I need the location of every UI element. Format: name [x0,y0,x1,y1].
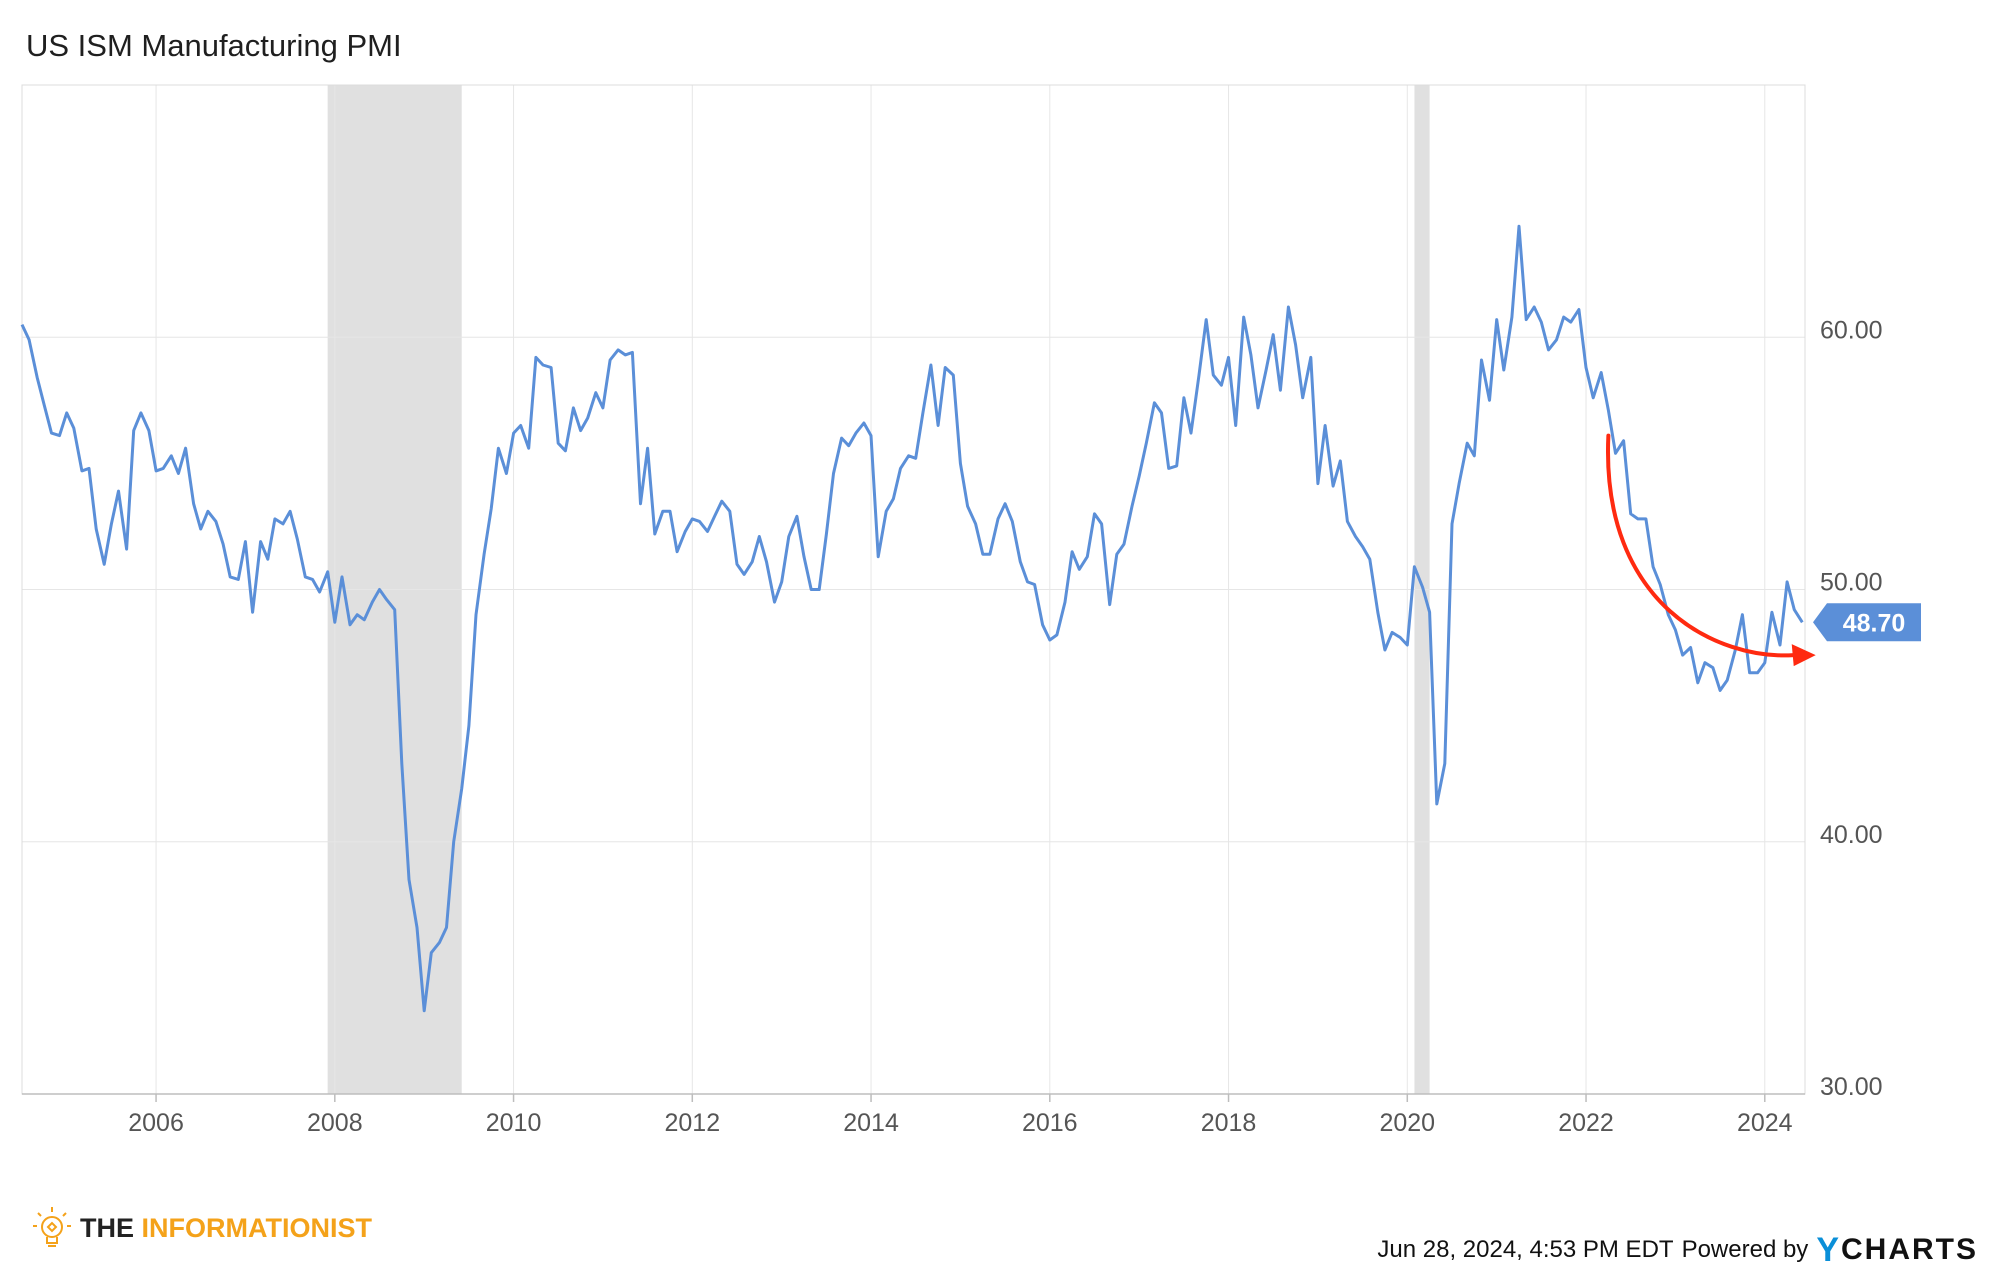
ycharts-logo[interactable]: Y CHARTS [1816,1231,1978,1270]
brand-name: INFORMATIONIST [141,1212,372,1243]
y-tick-label: 40.00 [1820,821,1883,849]
powered-by: Powered by [1681,1236,1809,1263]
x-tick-label: 2016 [1022,1109,1078,1137]
ycharts-y: Y [1816,1230,1841,1269]
x-tick-label: 2006 [128,1109,184,1137]
last-value-label: 48.70 [1843,609,1906,637]
y-tick-label: 30.00 [1820,1073,1883,1101]
lightbulb-icon [33,1207,71,1247]
brand-logo: THE INFORMATIONIST [32,1206,372,1250]
x-tick-label: 2024 [1737,1109,1793,1137]
footer-attribution: Jun 28, 2024, 4:53 PM EDT Powered by Y C… [1377,1228,1978,1272]
annotation-arrow [1606,433,1796,658]
last-value-badge [1813,603,1921,642]
x-tick-label: 2008 [307,1109,363,1137]
x-tick-label: 2014 [843,1109,899,1137]
y-tick-label: 60.00 [1820,316,1883,344]
ycharts-text: CHARTS [1841,1233,1978,1266]
pmi-series-line [20,224,1804,1013]
x-tick-label: 2012 [664,1109,720,1137]
chart-title: US ISM Manufacturing PMI [26,28,402,63]
x-tick-label: 2010 [486,1109,542,1137]
annotation-arrowhead [1791,644,1816,667]
brand-the: THE [80,1212,134,1243]
y-tick-label: 50.00 [1820,569,1883,597]
timestamp: Jun 28, 2024, 4:53 PM EDT [1377,1236,1674,1263]
x-tick-label: 2020 [1379,1109,1435,1137]
x-tick-label: 2022 [1558,1109,1614,1137]
x-tick-label: 2018 [1201,1109,1257,1137]
